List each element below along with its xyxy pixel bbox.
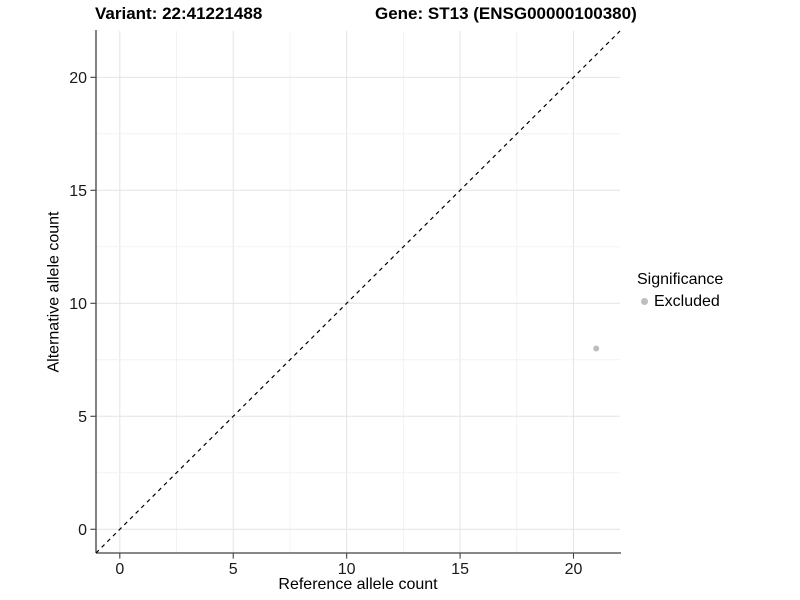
identity-line — [95, 30, 621, 554]
y-tick-label: 10 — [69, 296, 87, 313]
legend-title: Significance — [637, 271, 724, 288]
x-axis-title: Reference allele count — [278, 576, 438, 593]
plot-title-gene: Gene: ST13 (ENSG00000100380) — [375, 4, 637, 23]
x-tick-label: 5 — [229, 561, 238, 578]
y-axis-title: Alternative allele count — [45, 211, 63, 373]
plot-title-variant: Variant: 22:41221488 — [95, 4, 263, 23]
legend-item-label: Excluded — [654, 293, 720, 310]
y-tick-label: 20 — [69, 70, 87, 87]
x-tick-label: 10 — [338, 561, 356, 578]
legend: Significance Excluded — [637, 270, 723, 311]
y-tick-label: 5 — [78, 409, 87, 426]
y-tick-label: 0 — [78, 522, 87, 539]
data-point — [593, 345, 600, 352]
y-tick-label: 15 — [69, 183, 87, 200]
legend-point-icon — [641, 298, 648, 305]
x-tick-label: 0 — [115, 561, 124, 578]
legend-item-excluded: Excluded — [637, 292, 723, 311]
x-tick-label: 15 — [451, 561, 469, 578]
x-tick-label: 20 — [565, 561, 583, 578]
